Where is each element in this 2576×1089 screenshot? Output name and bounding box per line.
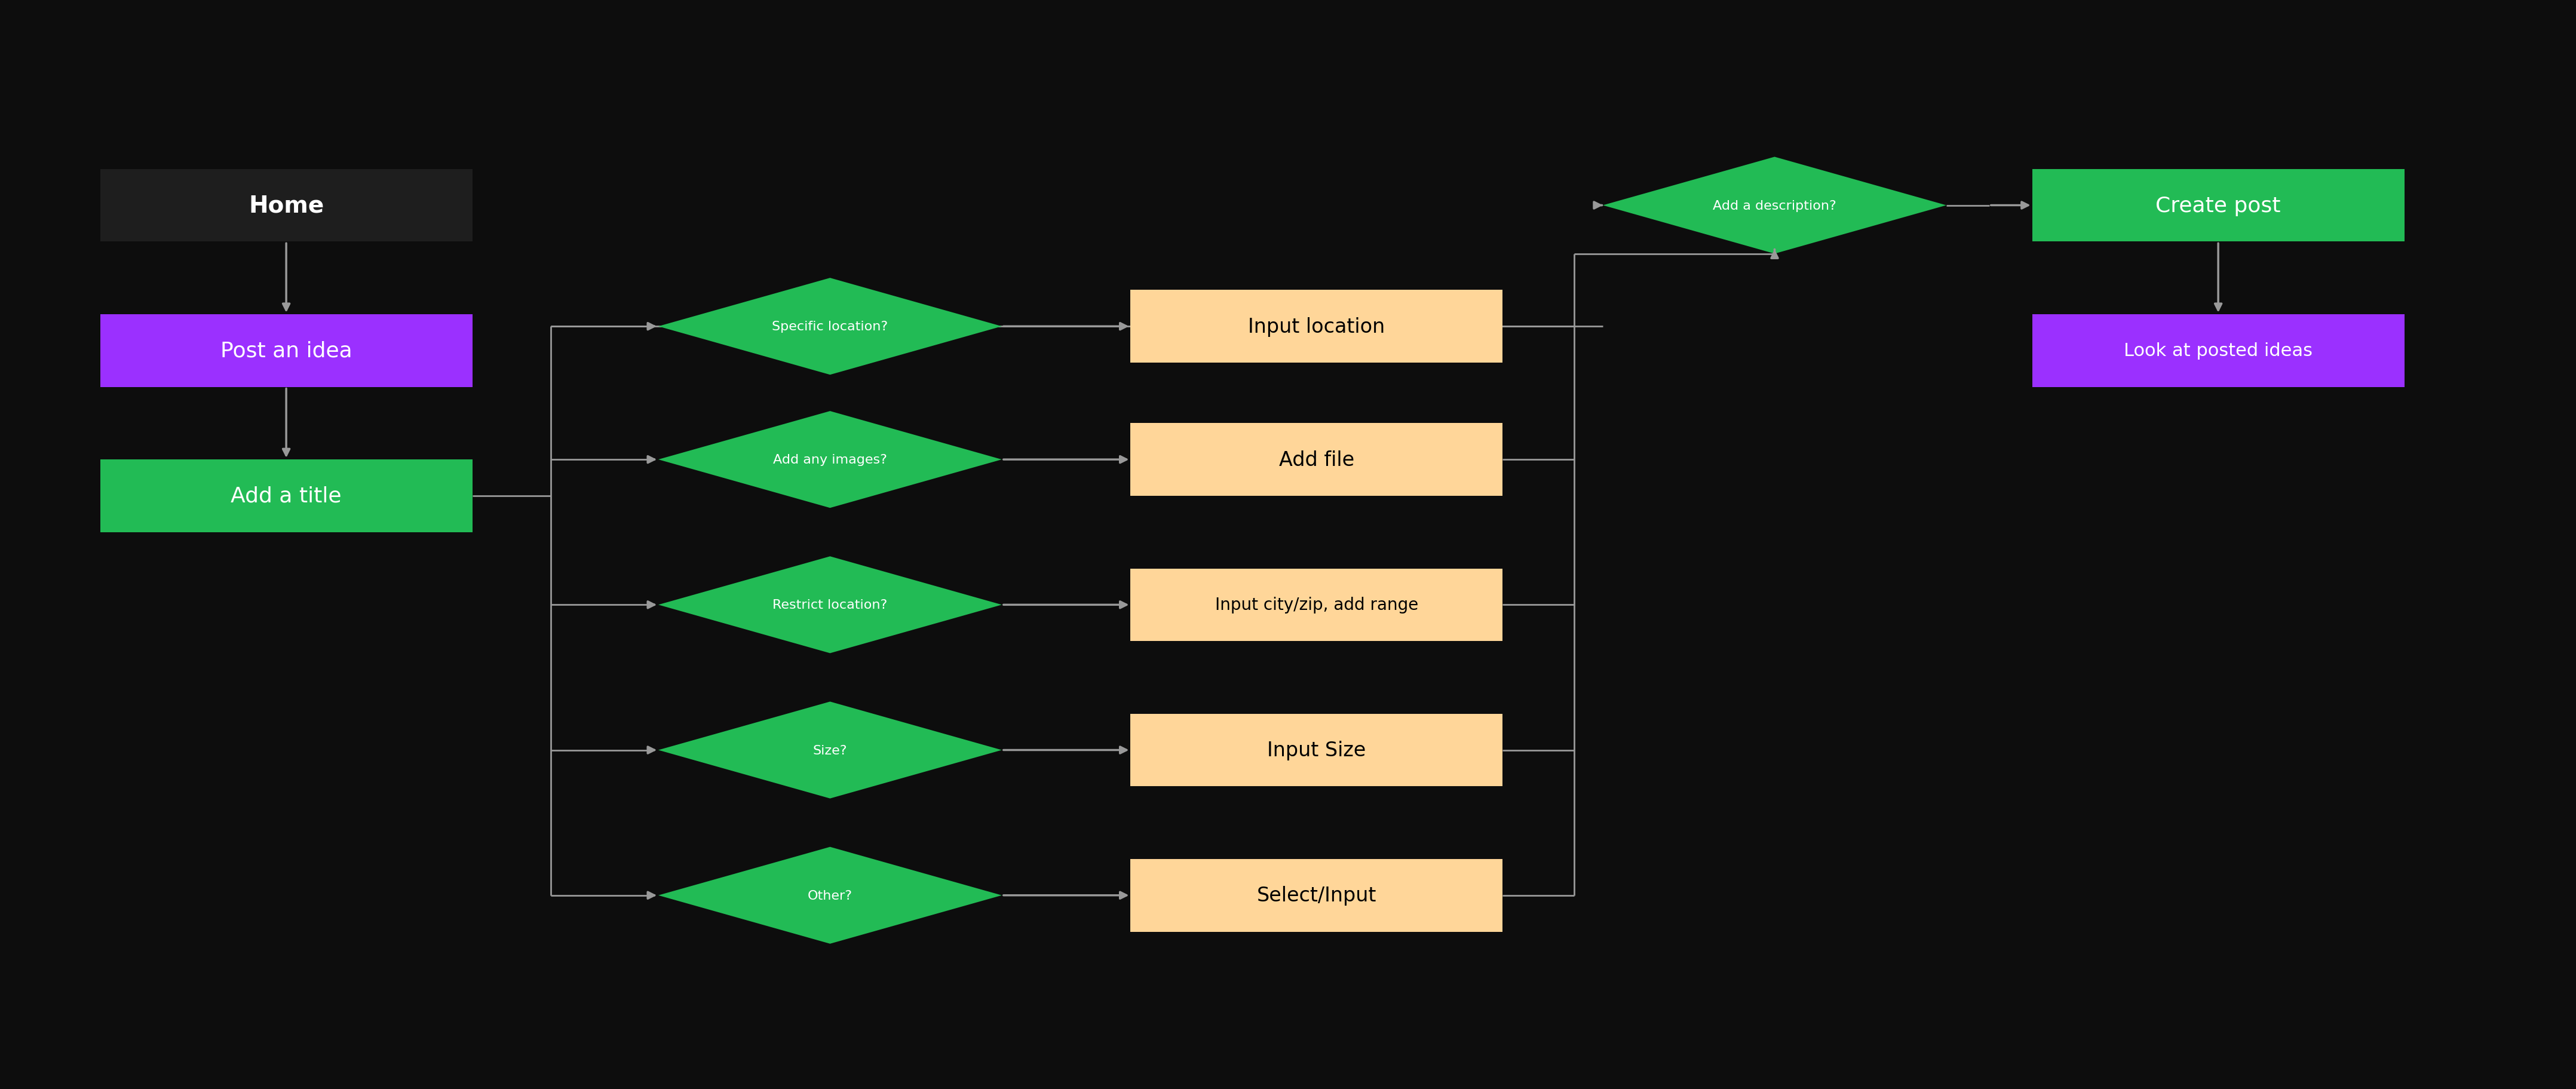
FancyBboxPatch shape [100, 170, 471, 242]
Text: Look at posted ideas: Look at posted ideas [2123, 342, 2313, 359]
Polygon shape [659, 556, 1002, 653]
Text: Input location: Input location [1249, 317, 1386, 337]
Text: Restrict location?: Restrict location? [773, 599, 889, 611]
FancyBboxPatch shape [2032, 315, 2403, 388]
Text: Add a description?: Add a description? [1713, 199, 1837, 211]
FancyBboxPatch shape [100, 460, 471, 533]
FancyBboxPatch shape [100, 315, 471, 388]
Text: Home: Home [247, 194, 325, 217]
Polygon shape [659, 279, 1002, 375]
Polygon shape [659, 412, 1002, 509]
Text: Specific location?: Specific location? [773, 321, 889, 332]
FancyBboxPatch shape [2032, 170, 2403, 242]
Text: Input city/zip, add range: Input city/zip, add range [1216, 597, 1419, 613]
Text: Post an idea: Post an idea [222, 341, 353, 362]
Text: Select/Input: Select/Input [1257, 885, 1376, 905]
Text: Add any images?: Add any images? [773, 454, 886, 466]
FancyBboxPatch shape [1131, 424, 1502, 497]
Polygon shape [1602, 157, 1947, 254]
Polygon shape [659, 701, 1002, 798]
Polygon shape [659, 847, 1002, 944]
Text: Add file: Add file [1278, 450, 1355, 469]
FancyBboxPatch shape [1131, 291, 1502, 363]
Text: Create post: Create post [2156, 196, 2280, 216]
FancyBboxPatch shape [1131, 859, 1502, 932]
Text: Size?: Size? [814, 744, 848, 756]
FancyBboxPatch shape [1131, 568, 1502, 641]
Text: Add a title: Add a title [232, 486, 343, 506]
Text: Input Size: Input Size [1267, 741, 1365, 760]
FancyBboxPatch shape [1131, 714, 1502, 786]
Text: Other?: Other? [809, 890, 853, 902]
